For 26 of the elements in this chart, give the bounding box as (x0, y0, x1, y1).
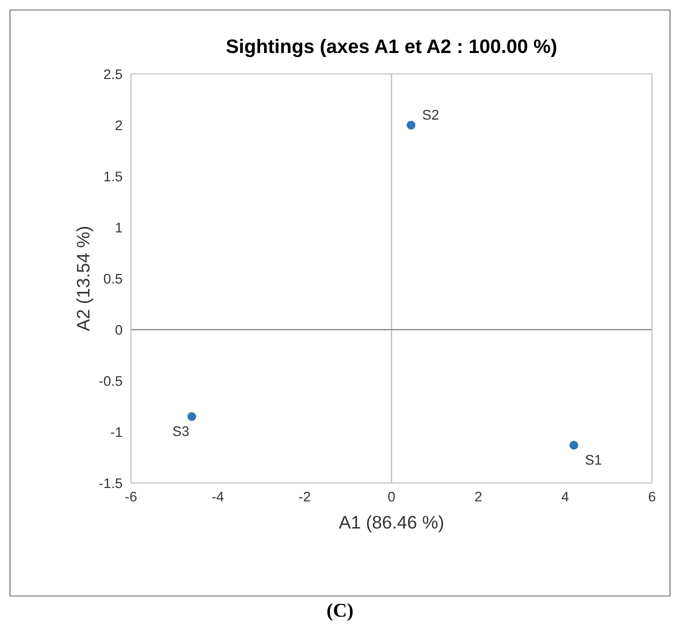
y-tick-label: 0 (115, 324, 122, 335)
y-tick-label: 1 (116, 222, 122, 232)
y-tick-label: 2 (116, 120, 122, 130)
annotation: S3 (172, 426, 189, 436)
x-tick-label: 2 (475, 492, 482, 502)
x-tick-label: -2 (299, 492, 310, 502)
x-tick-label: 4 (562, 492, 569, 502)
x-tick-label: -4 (212, 492, 224, 502)
annotation: S2 (422, 110, 438, 120)
point (569, 440, 578, 450)
y-tick-label: 2.5 (104, 69, 122, 80)
x-tick-label: 6 (648, 492, 656, 502)
x-tick-label: -6 (125, 492, 137, 502)
annotation: S1 (586, 454, 602, 465)
point (187, 412, 196, 421)
point (406, 120, 416, 130)
y-tick-label: 0.5 (104, 274, 122, 284)
y-tick-label: -1.5 (99, 478, 122, 488)
x-tick-label: 0 (388, 492, 395, 502)
x-axis-title: A1 (86.46 %) (338, 515, 444, 532)
y-axis-title: A2 (13.54 %) (76, 226, 94, 332)
text: (C) (327, 603, 353, 621)
y-tick-label: 1.5 (104, 172, 122, 182)
y-tick-label: -0.5 (99, 376, 122, 386)
chart-title: Sightings (axes A1 et A2 : 100.00 %) (226, 38, 556, 58)
y-tick-label: -1 (110, 427, 122, 437)
